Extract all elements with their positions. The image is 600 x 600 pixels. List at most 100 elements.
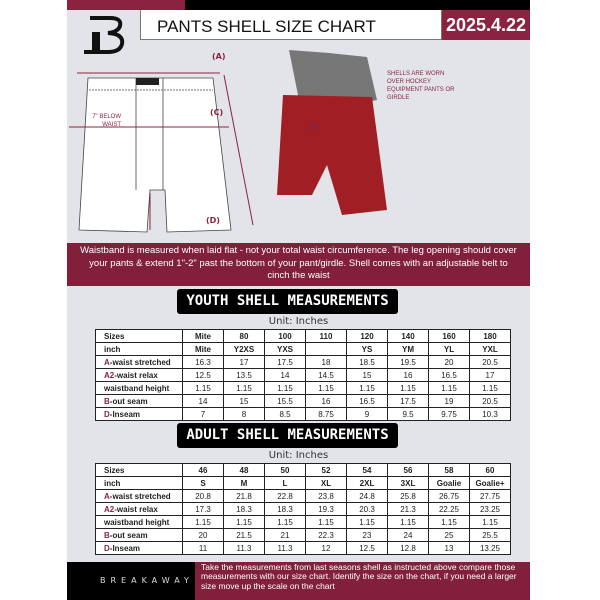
row-label: Sizes: [95, 329, 183, 343]
measure-name: -out seam: [109, 530, 148, 540]
table-cell: 19: [428, 394, 470, 408]
table-cell: 17.5: [264, 355, 306, 369]
table-cell: 9.5: [387, 407, 429, 421]
table-cell: 17.3: [182, 502, 224, 516]
table-cell: 22.8: [264, 489, 306, 503]
table-cell: 1.15: [469, 515, 511, 529]
measure-key: A2: [104, 504, 115, 514]
table-cell: 20: [428, 355, 470, 369]
table-cell: 1.15: [264, 381, 306, 395]
label-c: (C): [210, 108, 224, 117]
row-label: D-Inseam: [95, 407, 183, 421]
table-cell: Y2XS: [223, 342, 265, 356]
row-label: inch: [95, 342, 183, 356]
table-cell: 1.15: [182, 515, 224, 529]
row-label: A-waist stretched: [95, 355, 183, 369]
youth-size-table: Sizes Mite 80 100 110 120 140 160 180 inch Mite Y2X…: [95, 329, 511, 421]
table-cell: YL: [428, 342, 470, 356]
table-cell: 120: [346, 329, 388, 343]
row-label: inch: [95, 476, 183, 490]
table-cell: 12.5: [182, 368, 224, 382]
table-cell: 16: [387, 368, 429, 382]
table-row: Sizes 46 48 50 52 54 56 58 60: [95, 463, 511, 477]
table-cell: 26.75: [428, 489, 470, 503]
footer-instructions: Take the measurements from last seasons …: [195, 562, 530, 600]
belt-buckle-icon: [136, 78, 159, 85]
table-cell: 1.15: [223, 381, 265, 395]
table-row: waistband height 1.15 1.15 1.15 1.15 1.15 1.15…: [95, 515, 511, 529]
table-cell: 12: [305, 541, 347, 555]
table-cell: 15: [346, 368, 388, 382]
table-cell: 7: [182, 407, 224, 421]
table-cell: 25.8: [387, 489, 429, 503]
table-cell: 27.75: [469, 489, 511, 503]
table-cell: 1.15: [182, 381, 224, 395]
table-row: A2-waist relax 17.3 18.3 18.3 19.3 20.3 21.3 22…: [95, 502, 511, 516]
table-row: A-waist stretched 20.8 21.8 22.8 23.8 24.8 25.…: [95, 489, 511, 503]
measure-name: waistband height: [104, 517, 170, 527]
table-cell: 8.75: [305, 407, 347, 421]
label-a: (A): [212, 52, 226, 61]
measure-key: D: [104, 409, 110, 419]
table-cell: 21: [264, 528, 306, 542]
measure-name: -waist stretched: [109, 491, 171, 501]
table-cell: 11.3: [223, 541, 265, 555]
below-waist-note: 7" BELOW WAIST: [92, 114, 121, 128]
table-cell: Mite: [182, 342, 224, 356]
table-cell: 17.5: [387, 394, 429, 408]
table-row: inch S M L XL 2XL 3XL Goalie Goalie+: [95, 476, 511, 490]
table-cell: 19.5: [387, 355, 429, 369]
table-cell: 140: [387, 329, 429, 343]
table-cell: XL: [305, 476, 347, 490]
pants-diagram: (A) (C) (B) (D) 7" BELOW WAIST SHELLS AR…: [67, 45, 530, 240]
youth-title: YOUTH SHELL MEASUREMENTS: [177, 289, 398, 314]
table-cell: 60: [469, 463, 511, 477]
measure-name: Sizes: [104, 331, 125, 341]
table-row: A-waist stretched 16.3 17 17.5 18 18.5 19.5 20 2…: [95, 355, 511, 369]
table-cell: 24.8: [346, 489, 388, 503]
measure-key: A: [104, 357, 110, 367]
measure-name: -out seam: [109, 396, 148, 406]
youth-unit: Unit: Inches: [268, 316, 329, 327]
table-cell: Goalie+: [469, 476, 511, 490]
table-cell: 18.3: [264, 502, 306, 516]
measure-name: waistband height: [104, 383, 170, 393]
table-cell: 1.15: [346, 381, 388, 395]
table-cell: 14: [264, 368, 306, 382]
table-cell: 18.5: [346, 355, 388, 369]
table-cell: 9.75: [428, 407, 470, 421]
shell-note: SHELLS ARE WORN OVER HOCKEY EQUIPMENT PA…: [387, 71, 455, 101]
table-cell: 1.15: [387, 515, 429, 529]
brand-logo: [84, 16, 125, 54]
table-cell: 17: [223, 355, 265, 369]
table-cell: YXL: [469, 342, 511, 356]
table-cell: 15.5: [264, 394, 306, 408]
row-label: Sizes: [95, 463, 183, 477]
table-cell: 25: [428, 528, 470, 542]
table-row: B-out seam 20 21.5 21 22.3 23 24 25 25.5: [95, 528, 511, 542]
table-cell: 16.5: [346, 394, 388, 408]
table-cell: 48: [223, 463, 265, 477]
table-cell: 23.25: [469, 502, 511, 516]
table-cell: 24: [387, 528, 429, 542]
row-label: B-out seam: [95, 528, 183, 542]
table-cell: YM: [387, 342, 429, 356]
row-label: A2-waist relax: [95, 502, 183, 516]
measure-name: inch: [104, 344, 121, 354]
table-cell: 11.3: [264, 541, 306, 555]
label-b: (B): [307, 122, 321, 131]
table-cell: YS: [346, 342, 388, 356]
table-cell: 54: [346, 463, 388, 477]
table-cell: 14: [182, 394, 224, 408]
table-cell: 1.15: [223, 515, 265, 529]
table-cell: 2XL: [346, 476, 388, 490]
row-label: waistband height: [95, 515, 183, 529]
adult-unit: Unit: Inches: [268, 450, 329, 461]
table-cell: 23: [346, 528, 388, 542]
table-cell: 56: [387, 463, 429, 477]
row-label: A2-waist relax: [95, 368, 183, 382]
table-cell: 160: [428, 329, 470, 343]
footer-brand-block: [67, 562, 195, 600]
measure-name: inch: [104, 478, 121, 488]
table-row: Sizes Mite 80 100 110 120 140 160 180: [95, 329, 511, 343]
